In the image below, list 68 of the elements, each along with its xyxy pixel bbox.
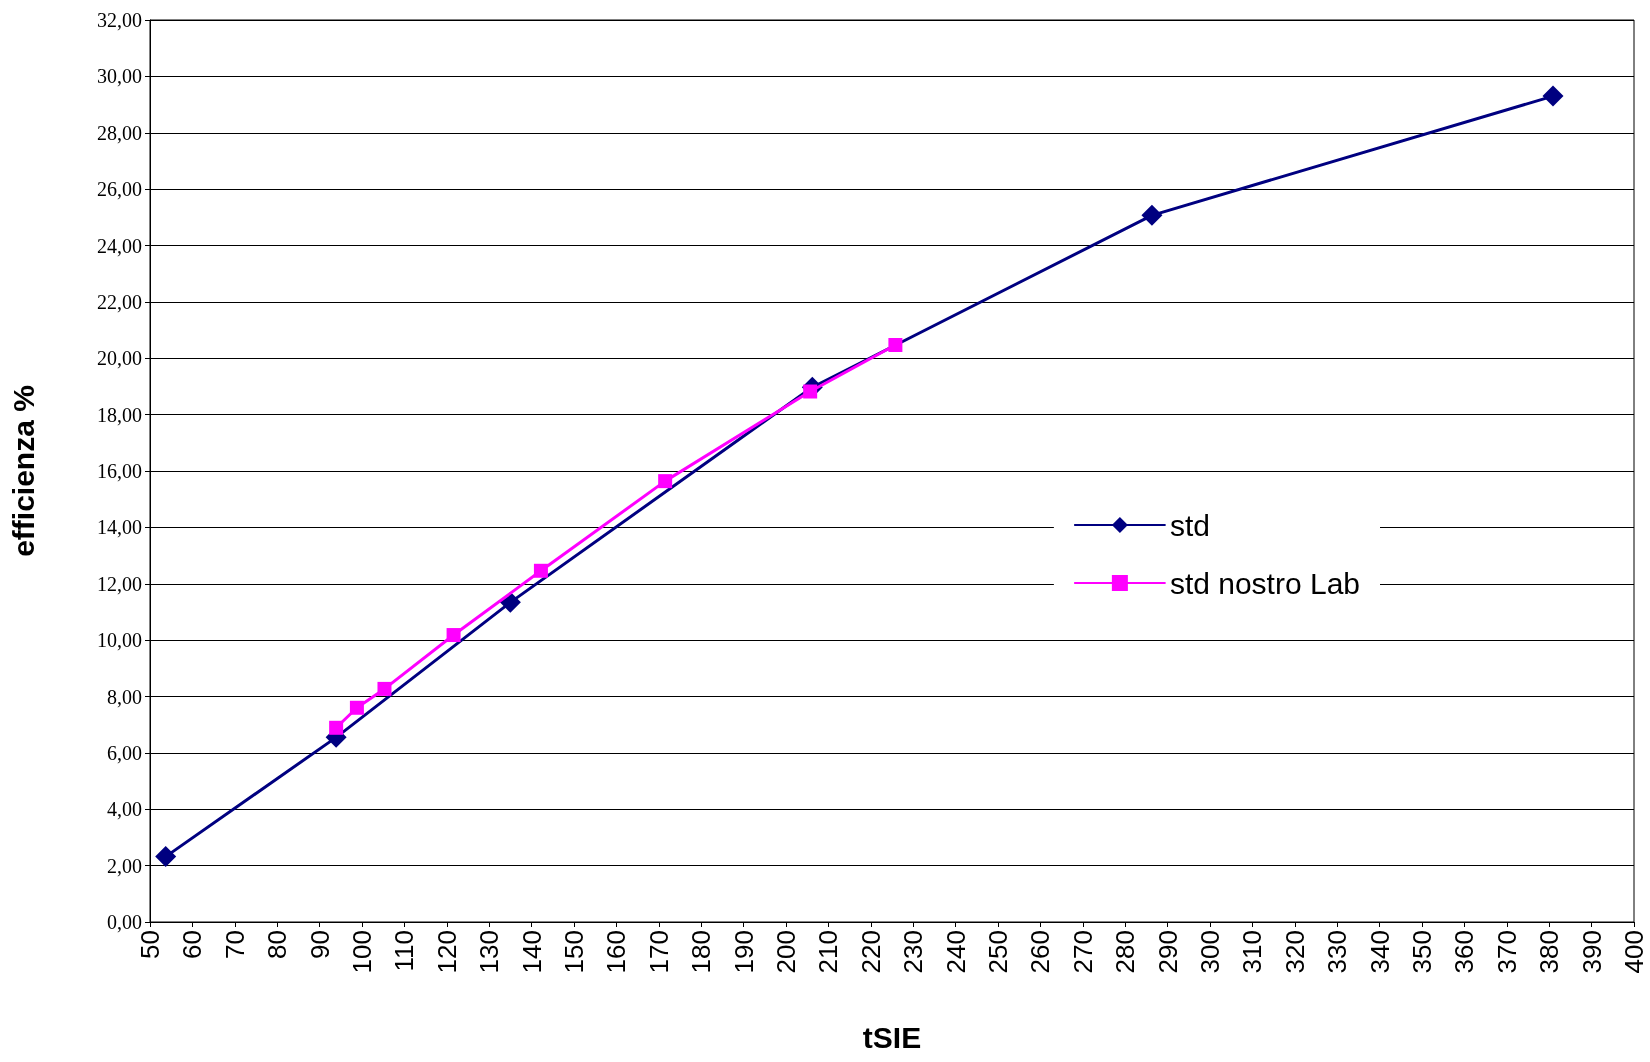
x-tick-label: 280 [1110,930,1141,974]
y-axis-title: efficienza % [6,385,40,557]
x-tick-label: 300 [1195,930,1225,974]
x-tick-label: 310 [1237,930,1268,974]
y-tick-label: 30,00 [97,65,142,88]
x-tick-label: 240 [940,930,971,974]
x-tick-label: 100 [347,930,377,974]
point [377,681,392,696]
x-tick-label: 350 [1407,930,1437,974]
point [349,700,364,715]
x-tick-label: 330 [1322,930,1353,974]
legend-label: std [1169,508,1210,542]
x-tick-label: 190 [728,930,759,974]
x-tick-label: 130 [474,930,505,974]
x-tick-label: 80 [262,930,293,959]
x-tick-label: 50 [135,930,165,959]
x-tick-label: 340 [1364,930,1395,974]
x-tick-label: 250 [983,930,1013,974]
x-tick-label: 150 [559,930,589,974]
x-tick-label: 260 [1025,930,1056,974]
y-tick-label: 0,00 [107,911,142,933]
x-tick-label: 380 [1534,930,1565,974]
x-tick-label: 90 [304,930,335,959]
y-tick-label: 6,00 [107,741,142,764]
y-tick-label: 2,00 [107,854,142,877]
y-tick-label: 10,00 [97,629,142,652]
point [1141,204,1163,226]
legend-label: std nostro Lab [1169,566,1360,600]
y-tick-label: 26,00 [97,178,142,201]
x-tick-label: 230 [898,930,929,974]
y-tick-label: 14,00 [97,516,142,539]
x-tick-label: 390 [1576,930,1607,974]
x-tick-label: 60 [177,930,208,959]
x-tick-label: 360 [1449,930,1480,974]
x-tick-label: 370 [1491,930,1522,974]
point [533,563,548,578]
point [888,338,903,352]
y-tick-label: 4,00 [107,798,142,821]
y-tick-label: 28,00 [97,121,142,144]
x-tick-label: 290 [1152,930,1183,974]
y-tick-label: 32,00 [97,9,142,31]
y-tick-label: 16,00 [97,460,142,482]
y-tick-label: 12,00 [97,572,142,595]
x-tick-label: 210 [813,930,844,974]
x-tick-label: 70 [219,930,250,959]
y-tick-label: 18,00 [97,403,142,426]
x-tick-label: 270 [1067,930,1098,974]
point [658,474,673,489]
x-tick-label: 220 [855,930,886,974]
point [1542,85,1564,107]
point [499,591,521,613]
point [446,628,461,643]
point [329,720,344,735]
x-tick-label: 120 [431,930,462,974]
y-tick-label: 20,00 [97,347,142,370]
y-tick-label: 22,00 [97,290,142,313]
x-axis-title: tSIE [862,1020,922,1054]
x-tick-label: 200 [771,930,801,974]
x-tick-label: 400 [1619,930,1649,974]
x-tick-label: 320 [1279,930,1310,974]
x-tick-label: 140 [516,930,547,974]
y-tick-label: 24,00 [97,234,142,257]
x-tick-label: 180 [686,930,717,974]
x-tick-label: 160 [601,930,632,974]
point [155,846,177,868]
y-tick-label: 8,00 [107,685,142,708]
x-tick-label: 170 [643,930,674,974]
x-tick-label: 110 [389,930,420,972]
